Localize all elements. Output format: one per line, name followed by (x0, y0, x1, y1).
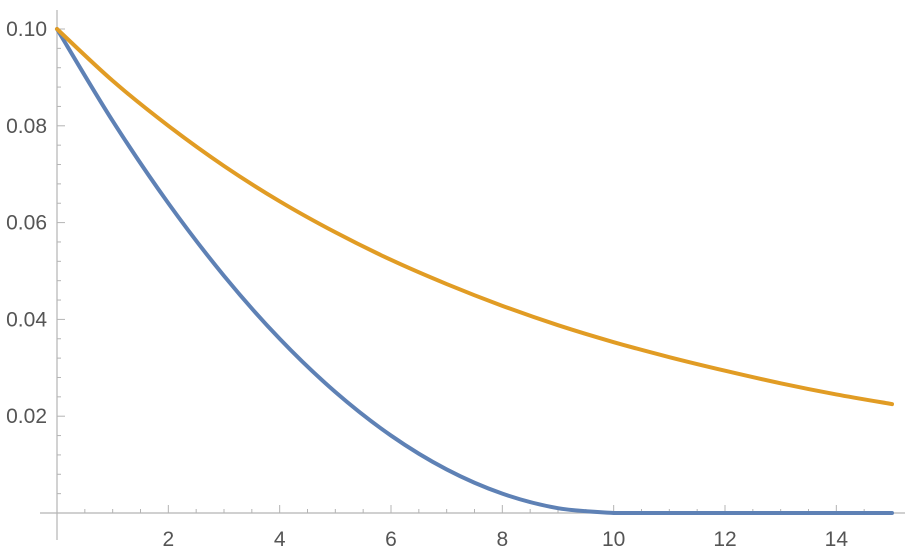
x-tick-label: 4 (274, 528, 286, 551)
y-tick-labels: 0.02 0.04 0.06 0.08 0.10 (6, 18, 47, 428)
y-tick-label: 0.02 (6, 405, 47, 428)
series-layer (55, 27, 894, 515)
y-tick-label: 0.06 (6, 212, 47, 235)
x-tick-label: 6 (385, 528, 397, 551)
series-line-1 (55, 27, 894, 515)
x-tick-label: 10 (602, 528, 625, 551)
x-tick-label: 2 (162, 528, 174, 551)
major-ticks (57, 28, 837, 513)
y-tick-label: 0.10 (6, 18, 47, 41)
x-tick-label: 12 (713, 528, 736, 551)
series-line-2 (55, 27, 894, 407)
y-tick-label: 0.08 (6, 115, 47, 138)
x-tick-labels: 2 4 6 8 10 12 14 (162, 528, 848, 551)
y-tick-label: 0.04 (6, 308, 47, 331)
x-tick-label: 8 (496, 528, 508, 551)
x-tick-label: 14 (825, 528, 849, 551)
minor-ticks (57, 47, 865, 513)
